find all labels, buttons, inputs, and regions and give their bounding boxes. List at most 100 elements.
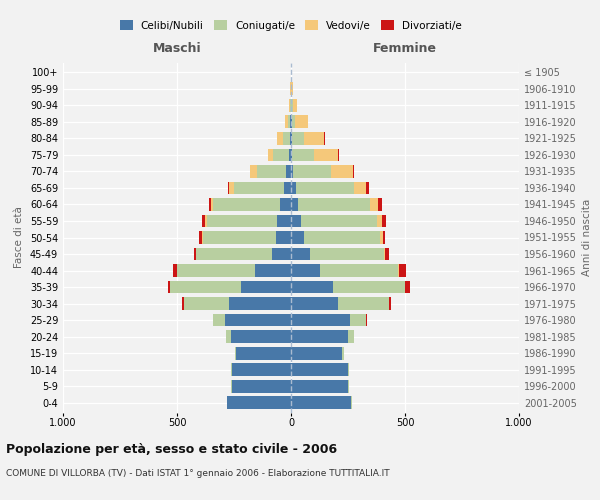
Bar (226, 330, 230, 343)
Bar (291, 330, 348, 343)
Bar (385, 248, 389, 260)
Bar (291, 182, 296, 194)
Bar (292, 132, 304, 145)
Bar (399, 264, 406, 277)
Bar (209, 198, 211, 211)
Legend: Celibi/Nubili, Coniugati/e, Vedovi/e, Divorziati/e: Celibi/Nubili, Coniugati/e, Vedovi/e, Di… (120, 20, 462, 30)
Bar (292, 99, 293, 112)
Bar (348, 330, 354, 343)
Bar (230, 363, 232, 376)
Bar (182, 297, 184, 310)
Bar (291, 248, 310, 260)
Bar (272, 248, 291, 260)
Bar (291, 314, 350, 326)
Bar (377, 214, 382, 228)
Bar (177, 264, 254, 277)
Bar (331, 165, 353, 178)
Bar (292, 148, 314, 162)
Bar (277, 214, 291, 228)
Bar (291, 264, 320, 277)
Bar (225, 314, 291, 326)
Bar (196, 248, 272, 260)
Bar (285, 116, 288, 128)
Bar (280, 198, 291, 211)
Bar (277, 132, 283, 145)
Bar (167, 280, 170, 293)
Bar (206, 214, 277, 228)
Bar (338, 297, 389, 310)
Bar (291, 132, 292, 145)
Bar (298, 198, 370, 211)
Bar (202, 231, 203, 244)
Bar (333, 280, 405, 293)
Bar (194, 248, 196, 260)
Bar (291, 297, 338, 310)
Bar (406, 280, 410, 293)
Bar (314, 148, 338, 162)
Bar (366, 182, 369, 194)
Bar (273, 148, 289, 162)
Bar (383, 231, 385, 244)
Bar (389, 297, 391, 310)
Bar (291, 280, 333, 293)
Bar (293, 165, 331, 178)
Text: Popolazione per età, sesso e stato civile - 2006: Popolazione per età, sesso e stato civil… (6, 442, 337, 456)
Bar (254, 264, 291, 277)
Bar (296, 182, 354, 194)
Bar (284, 182, 291, 194)
Bar (295, 116, 308, 128)
Bar (170, 280, 241, 293)
Bar (203, 231, 276, 244)
Bar (289, 99, 290, 112)
Bar (241, 280, 291, 293)
Bar (276, 231, 291, 244)
Bar (293, 99, 297, 112)
Bar (184, 297, 229, 310)
Bar (211, 198, 214, 211)
Bar (310, 248, 384, 260)
Bar (214, 198, 280, 211)
Bar (291, 363, 348, 376)
Y-axis label: Fasce di età: Fasce di età (14, 206, 24, 268)
Bar (304, 231, 380, 244)
Bar (268, 148, 273, 162)
Bar (304, 132, 324, 145)
Bar (257, 165, 286, 178)
Text: COMUNE DI VILLORBA (TV) - Dati ISTAT 1° gennaio 2006 - Elaborazione TUTTITALIA.I: COMUNE DI VILLORBA (TV) - Dati ISTAT 1° … (6, 468, 389, 477)
Bar (292, 116, 295, 128)
Bar (348, 363, 349, 376)
Bar (230, 330, 291, 343)
Bar (291, 231, 304, 244)
Bar (291, 380, 348, 392)
Bar (342, 346, 344, 360)
Text: Maschi: Maschi (152, 42, 202, 55)
Bar (229, 182, 234, 194)
Bar (288, 116, 290, 128)
Bar (205, 214, 206, 228)
Bar (235, 346, 236, 360)
Bar (380, 231, 383, 244)
Bar (301, 214, 377, 228)
Bar (289, 148, 291, 162)
Bar (283, 132, 290, 145)
Bar (236, 346, 291, 360)
Y-axis label: Anni di nascita: Anni di nascita (582, 199, 592, 276)
Bar (291, 214, 301, 228)
Bar (338, 148, 339, 162)
Bar (199, 231, 202, 244)
Bar (227, 396, 291, 409)
Bar (292, 82, 293, 96)
Bar (291, 116, 292, 128)
Bar (173, 264, 176, 277)
Bar (232, 363, 291, 376)
Bar (398, 264, 399, 277)
Bar (202, 214, 205, 228)
Bar (377, 198, 382, 211)
Bar (291, 396, 352, 409)
Bar (350, 314, 366, 326)
Bar (291, 198, 298, 211)
Bar (354, 182, 366, 194)
Bar (291, 346, 342, 360)
Bar (232, 380, 291, 392)
Bar (286, 165, 291, 178)
